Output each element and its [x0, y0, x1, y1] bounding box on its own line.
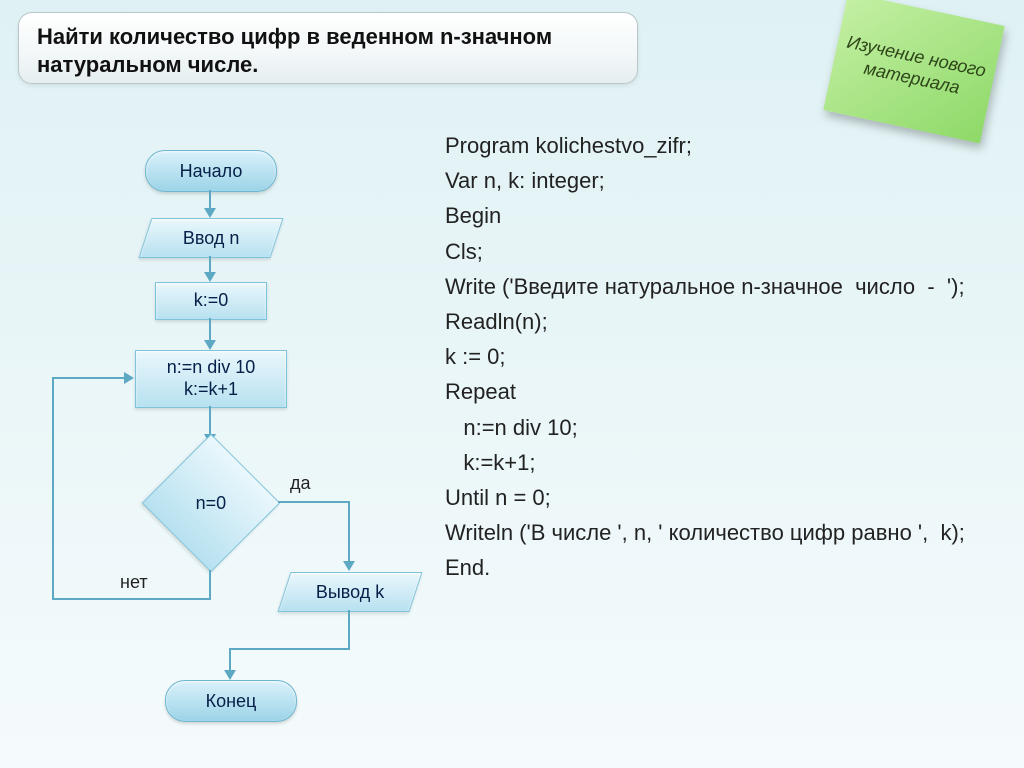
arrow [278, 501, 350, 503]
flow-output-label: Вывод k [316, 582, 384, 603]
task-title: Найти количество цифр в веденном n-значн… [18, 12, 638, 84]
label-no: нет [120, 572, 148, 593]
arrow-head [343, 561, 355, 571]
arrow [229, 648, 231, 672]
arrow-head [124, 372, 134, 384]
flow-decision: n=0 [162, 454, 260, 552]
sticky-note: Изучение нового материала [823, 0, 1004, 143]
arrow [209, 570, 211, 600]
flow-body: n:=n div 10 k:=k+1 [135, 350, 287, 408]
pascal-code: Program kolichestvo_zifr; Var n, k: inte… [445, 128, 995, 585]
flow-input-label: Ввод n [183, 228, 240, 249]
flow-start-label: Начало [180, 161, 243, 182]
arrow [230, 648, 350, 650]
flow-input: Ввод n [145, 218, 277, 258]
flow-start: Начало [145, 150, 277, 192]
arrow-head [204, 272, 216, 282]
flow-output: Вывод k [284, 572, 416, 612]
flow-end-label: Конец [206, 691, 257, 712]
arrow [52, 377, 126, 379]
arrow-head [204, 208, 216, 218]
label-yes: да [290, 473, 311, 494]
arrow [209, 318, 211, 342]
flow-init-label: k:=0 [194, 290, 229, 312]
arrow [209, 406, 211, 436]
flow-cond-label: n=0 [196, 492, 227, 513]
arrow [348, 610, 350, 650]
flow-end: Конец [165, 680, 297, 722]
arrow [348, 501, 350, 563]
arrow-head [204, 340, 216, 350]
arrow [52, 378, 54, 600]
flow-body-label: n:=n div 10 k:=k+1 [167, 357, 256, 400]
sticky-text: Изучение нового материала [831, 30, 996, 106]
flow-init: k:=0 [155, 282, 267, 320]
arrow-head [224, 670, 236, 680]
arrow [52, 598, 211, 600]
arrow [209, 190, 211, 210]
